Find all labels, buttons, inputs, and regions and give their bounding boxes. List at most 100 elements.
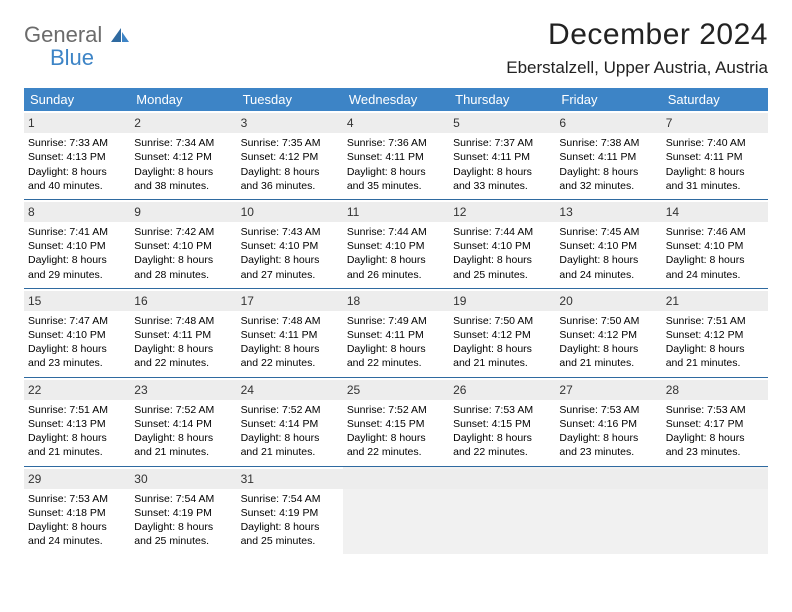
sunrise-line: Sunrise: 7:44 AM [453,225,551,239]
day-cell: 17Sunrise: 7:48 AMSunset: 4:11 PMDayligh… [237,289,343,377]
day-number [662,469,768,489]
sunrise-line: Sunrise: 7:47 AM [28,314,126,328]
day-number: 1 [24,113,130,133]
daylight-line: Daylight: 8 hours and 27 minutes. [241,253,339,281]
daylight-line: Daylight: 8 hours and 24 minutes. [666,253,764,281]
daylight-line: Daylight: 8 hours and 25 minutes. [453,253,551,281]
day-cell: 20Sunrise: 7:50 AMSunset: 4:12 PMDayligh… [555,289,661,377]
day-cell: 7Sunrise: 7:40 AMSunset: 4:11 PMDaylight… [662,111,768,199]
day-cell: 3Sunrise: 7:35 AMSunset: 4:12 PMDaylight… [237,111,343,199]
sunrise-line: Sunrise: 7:46 AM [666,225,764,239]
sunrise-line: Sunrise: 7:52 AM [134,403,232,417]
day-number: 3 [237,113,343,133]
sunset-line: Sunset: 4:10 PM [347,239,445,253]
day-number: 13 [555,202,661,222]
empty-cell [343,467,449,555]
day-number: 5 [449,113,555,133]
logo-text-block: General Blue [24,24,131,69]
daylight-line: Daylight: 8 hours and 22 minutes. [347,342,445,370]
daylight-line: Daylight: 8 hours and 24 minutes. [28,520,126,548]
daylight-line: Daylight: 8 hours and 28 minutes. [134,253,232,281]
sunset-line: Sunset: 4:11 PM [666,150,764,164]
day-number: 11 [343,202,449,222]
sunrise-line: Sunrise: 7:54 AM [134,492,232,506]
daylight-line: Daylight: 8 hours and 23 minutes. [28,342,126,370]
sunrise-line: Sunrise: 7:40 AM [666,136,764,150]
day-cell: 16Sunrise: 7:48 AMSunset: 4:11 PMDayligh… [130,289,236,377]
daylight-line: Daylight: 8 hours and 31 minutes. [666,165,764,193]
day-number: 14 [662,202,768,222]
sunrise-line: Sunrise: 7:53 AM [28,492,126,506]
dow-wednesday: Wednesday [343,88,449,111]
sunset-line: Sunset: 4:14 PM [134,417,232,431]
daylight-line: Daylight: 8 hours and 23 minutes. [559,431,657,459]
sunrise-line: Sunrise: 7:33 AM [28,136,126,150]
dow-tuesday: Tuesday [237,88,343,111]
empty-cell [662,467,768,555]
sunrise-line: Sunrise: 7:38 AM [559,136,657,150]
day-cell: 6Sunrise: 7:38 AMSunset: 4:11 PMDaylight… [555,111,661,199]
dow-friday: Friday [555,88,661,111]
sunset-line: Sunset: 4:10 PM [134,239,232,253]
day-cell: 23Sunrise: 7:52 AMSunset: 4:14 PMDayligh… [130,378,236,466]
sunrise-line: Sunrise: 7:34 AM [134,136,232,150]
sunset-line: Sunset: 4:10 PM [28,239,126,253]
day-cell: 4Sunrise: 7:36 AMSunset: 4:11 PMDaylight… [343,111,449,199]
day-number: 16 [130,291,236,311]
sunrise-line: Sunrise: 7:53 AM [559,403,657,417]
day-cell: 18Sunrise: 7:49 AMSunset: 4:11 PMDayligh… [343,289,449,377]
empty-cell [555,467,661,555]
sunset-line: Sunset: 4:12 PM [453,328,551,342]
day-number: 28 [662,380,768,400]
sunset-line: Sunset: 4:12 PM [666,328,764,342]
day-cell: 28Sunrise: 7:53 AMSunset: 4:17 PMDayligh… [662,378,768,466]
sunrise-line: Sunrise: 7:37 AM [453,136,551,150]
sunset-line: Sunset: 4:10 PM [453,239,551,253]
day-number: 22 [24,380,130,400]
daylight-line: Daylight: 8 hours and 22 minutes. [241,342,339,370]
sunrise-line: Sunrise: 7:51 AM [666,314,764,328]
day-number: 30 [130,469,236,489]
sunrise-line: Sunrise: 7:42 AM [134,225,232,239]
daylight-line: Daylight: 8 hours and 21 minutes. [559,342,657,370]
day-number: 10 [237,202,343,222]
sunset-line: Sunset: 4:18 PM [28,506,126,520]
day-number [343,469,449,489]
sunset-line: Sunset: 4:13 PM [28,417,126,431]
dow-thursday: Thursday [449,88,555,111]
daylight-line: Daylight: 8 hours and 21 minutes. [28,431,126,459]
day-cell: 5Sunrise: 7:37 AMSunset: 4:11 PMDaylight… [449,111,555,199]
day-number: 23 [130,380,236,400]
day-cell: 11Sunrise: 7:44 AMSunset: 4:10 PMDayligh… [343,200,449,288]
calendar: SundayMondayTuesdayWednesdayThursdayFrid… [24,88,768,554]
logo-sail-icon [109,26,131,49]
week-row: 22Sunrise: 7:51 AMSunset: 4:13 PMDayligh… [24,377,768,466]
day-number: 8 [24,202,130,222]
day-number: 29 [24,469,130,489]
sunrise-line: Sunrise: 7:43 AM [241,225,339,239]
day-number: 9 [130,202,236,222]
day-cell: 12Sunrise: 7:44 AMSunset: 4:10 PMDayligh… [449,200,555,288]
weeks-container: 1Sunrise: 7:33 AMSunset: 4:13 PMDaylight… [24,111,768,554]
sunrise-line: Sunrise: 7:53 AM [453,403,551,417]
daylight-line: Daylight: 8 hours and 29 minutes. [28,253,126,281]
day-cell: 26Sunrise: 7:53 AMSunset: 4:15 PMDayligh… [449,378,555,466]
sunrise-line: Sunrise: 7:52 AM [241,403,339,417]
daylight-line: Daylight: 8 hours and 26 minutes. [347,253,445,281]
daylight-line: Daylight: 8 hours and 23 minutes. [666,431,764,459]
day-cell: 31Sunrise: 7:54 AMSunset: 4:19 PMDayligh… [237,467,343,555]
logo-line2: Blue [50,47,131,69]
sunset-line: Sunset: 4:10 PM [559,239,657,253]
sunset-line: Sunset: 4:17 PM [666,417,764,431]
daylight-line: Daylight: 8 hours and 22 minutes. [134,342,232,370]
day-number: 19 [449,291,555,311]
daylight-line: Daylight: 8 hours and 21 minutes. [666,342,764,370]
day-number: 27 [555,380,661,400]
sunset-line: Sunset: 4:10 PM [241,239,339,253]
sunset-line: Sunset: 4:11 PM [347,150,445,164]
day-number: 24 [237,380,343,400]
sunrise-line: Sunrise: 7:45 AM [559,225,657,239]
day-number: 21 [662,291,768,311]
daylight-line: Daylight: 8 hours and 38 minutes. [134,165,232,193]
sunset-line: Sunset: 4:11 PM [347,328,445,342]
